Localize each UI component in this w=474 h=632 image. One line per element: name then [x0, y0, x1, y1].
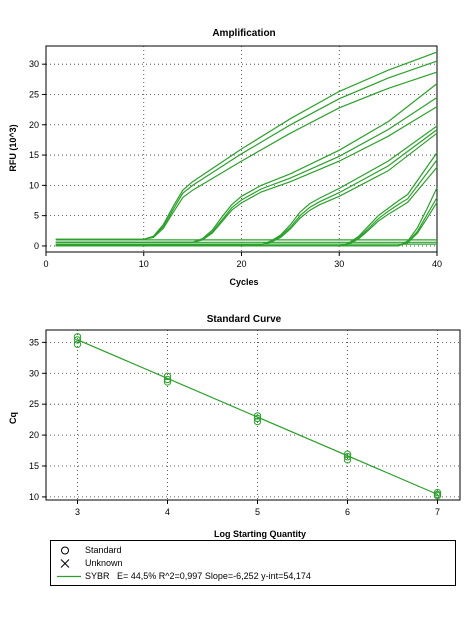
- x-axis-label: Cycles: [229, 277, 258, 287]
- standard-point: [253, 414, 262, 423]
- x-axis-label: Log Starting Quantity: [214, 529, 306, 539]
- x-tick-label: 7: [435, 507, 440, 517]
- chart-title: Amplification: [212, 28, 275, 39]
- y-tick-label: 30: [29, 59, 39, 69]
- x-tick-label: 20: [236, 259, 246, 269]
- plot-frame: [45, 45, 438, 253]
- amplification-curve-1: [55, 51, 438, 240]
- legend-label: SYBR: [85, 571, 110, 581]
- standard-point: [343, 450, 352, 458]
- y-tick-label: 0: [34, 241, 39, 251]
- y-tick-label: 35: [29, 337, 39, 347]
- standard-point: [163, 375, 172, 384]
- amplification-curve-9: [55, 132, 438, 246]
- cross-icon: [60, 559, 70, 568]
- y-tick-label: 10: [29, 492, 39, 502]
- axes: 0 10 20 30 40 0 5 10 15 20 25 30: [29, 59, 442, 269]
- y-tick-label: 20: [29, 120, 39, 130]
- legend-entry-standard: Standard: [51, 544, 455, 557]
- standard-point: [253, 417, 262, 426]
- amplification-curves: [55, 51, 438, 247]
- standard-point: [433, 491, 442, 500]
- standard-point: [343, 456, 352, 464]
- legend-entry-unknown: Unknown: [51, 557, 455, 570]
- legend-label: Standard: [85, 545, 122, 555]
- chart-legend: Standard Unknown SYBR E= 44,5% R^2=0,997…: [50, 540, 456, 586]
- amplification-curve-4: [55, 83, 438, 243]
- standard-point: [163, 378, 172, 386]
- y-tick-label: 10: [29, 180, 39, 190]
- x-tick-label: 4: [165, 507, 170, 517]
- standard-point: [343, 453, 352, 461]
- grid: [46, 330, 460, 500]
- y-tick-label: 30: [29, 368, 39, 378]
- x-tick-label: 3: [75, 507, 80, 517]
- amplification-curve-14: [55, 197, 438, 247]
- x-tick-label: 40: [432, 259, 442, 269]
- chart-title: Standard Curve: [207, 314, 282, 325]
- standard-point: [163, 372, 172, 381]
- standard-point: [73, 340, 82, 348]
- y-axis-label: RFU (10^3): [8, 124, 18, 171]
- y-tick-label: 5: [34, 211, 39, 221]
- x-tick-label: 10: [139, 259, 149, 269]
- amplification-curve-12: [55, 166, 438, 247]
- standard-curve-chart: Standard Curve Log Starting Quantity Cq …: [8, 314, 461, 539]
- y-tick-label: 15: [29, 461, 39, 471]
- amplification-curve-8: [55, 129, 438, 246]
- standard-point: [73, 336, 82, 344]
- y-tick-label: 15: [29, 150, 39, 160]
- plot-frame: [45, 329, 461, 501]
- amplification-curve-15: [55, 201, 438, 247]
- line-icon: [57, 575, 81, 578]
- x-tick-label: 30: [334, 259, 344, 269]
- standard-points: [73, 333, 442, 500]
- y-tick-label: 25: [29, 399, 39, 409]
- x-tick-label: 6: [345, 507, 350, 517]
- y-tick-label: 25: [29, 89, 39, 99]
- y-axis-label: Cq: [8, 412, 18, 424]
- legend-entry-sybr: SYBR E= 44,5% R^2=0,997 Slope=-6,252 y-i…: [51, 570, 455, 583]
- x-tick-label: 0: [43, 259, 48, 269]
- amplification-curve-11: [55, 159, 438, 247]
- standard-point: [253, 412, 262, 420]
- legend-label: Unknown: [85, 558, 123, 568]
- circle-icon: [61, 546, 69, 555]
- axes: 3 4 5 6 7 10 15 20 25 30 35: [29, 337, 440, 517]
- legend-fit-stats: E= 44,5% R^2=0,997 Slope=-6,252 y-int=54…: [117, 571, 311, 581]
- amplification-chart: Amplification Cycles RFU (10^3) 0 10 20 30 4…: [8, 28, 442, 287]
- amplification-curve-2: [55, 60, 438, 240]
- y-tick-label: 20: [29, 430, 39, 440]
- x-tick-label: 5: [255, 507, 260, 517]
- amplification-curve-10: [55, 152, 438, 247]
- standard-point: [73, 333, 82, 341]
- amplification-curve-3: [55, 71, 438, 240]
- standard-curve-fit-line: [77, 339, 438, 495]
